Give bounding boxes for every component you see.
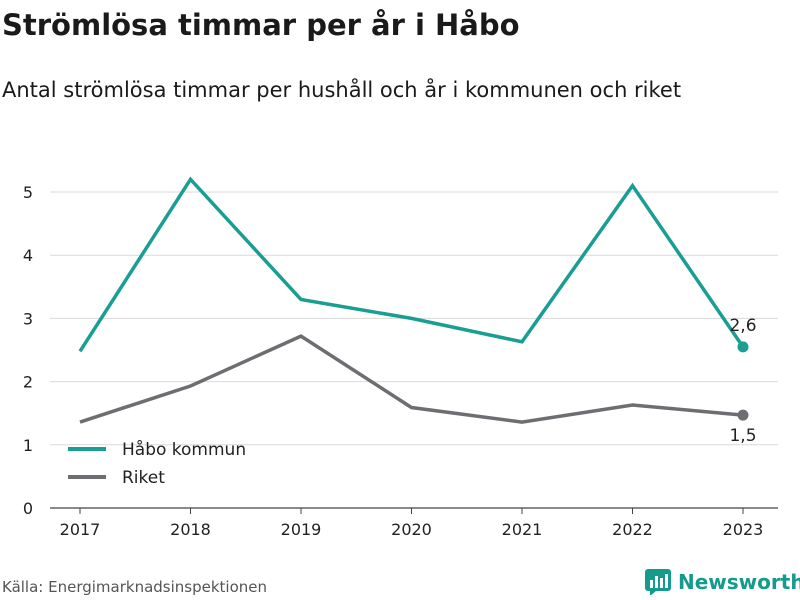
x-tick-label: 2017 <box>60 520 101 539</box>
chart-subtitle: Antal strömlösa timmar per hushåll och å… <box>2 78 682 102</box>
gridlines <box>50 191 778 509</box>
series-line-riket <box>79 334 744 424</box>
x-tick-label: 2023 <box>723 520 764 539</box>
y-tick-label: 0 <box>23 499 33 518</box>
y-tick-label: 1 <box>23 436 33 455</box>
source-note: Källa: Energimarknadsinspektionen <box>2 578 268 596</box>
x-tick-label: 2019 <box>281 520 322 539</box>
end-value-label: 1,5 <box>729 426 756 446</box>
series-line-habo <box>78 176 745 353</box>
y-axis-ticks: 0 1 2 3 4 5 <box>23 183 33 518</box>
x-tick-label: 2020 <box>391 520 432 539</box>
chart-title: Strömlösa timmar per år i Håbo <box>2 8 520 42</box>
brand-name: Newsworthy <box>678 570 800 594</box>
end-value-label: 2,6 <box>729 316 756 336</box>
series-lines <box>78 176 745 424</box>
legend: Håbo kommun Riket <box>68 439 246 488</box>
y-tick-label: 5 <box>23 183 33 202</box>
y-tick-label: 2 <box>23 373 33 392</box>
y-tick-label: 3 <box>23 309 33 328</box>
end-point-marker <box>737 409 749 421</box>
brand-logo: Newsworthy <box>645 569 800 595</box>
x-tick-label: 2021 <box>502 520 543 539</box>
legend-label: Riket <box>122 468 165 488</box>
legend-label: Håbo kommun <box>122 439 246 460</box>
y-tick-label: 4 <box>23 246 33 265</box>
x-axis-ticks: 2017 2018 2019 2020 2021 2022 2023 <box>60 508 764 539</box>
x-tick-label: 2022 <box>612 520 653 539</box>
bar-chart-icon <box>645 569 671 595</box>
end-point-marker <box>737 341 749 353</box>
end-markers: 2,6 1,5 <box>729 316 756 446</box>
x-tick-label: 2018 <box>170 520 211 539</box>
